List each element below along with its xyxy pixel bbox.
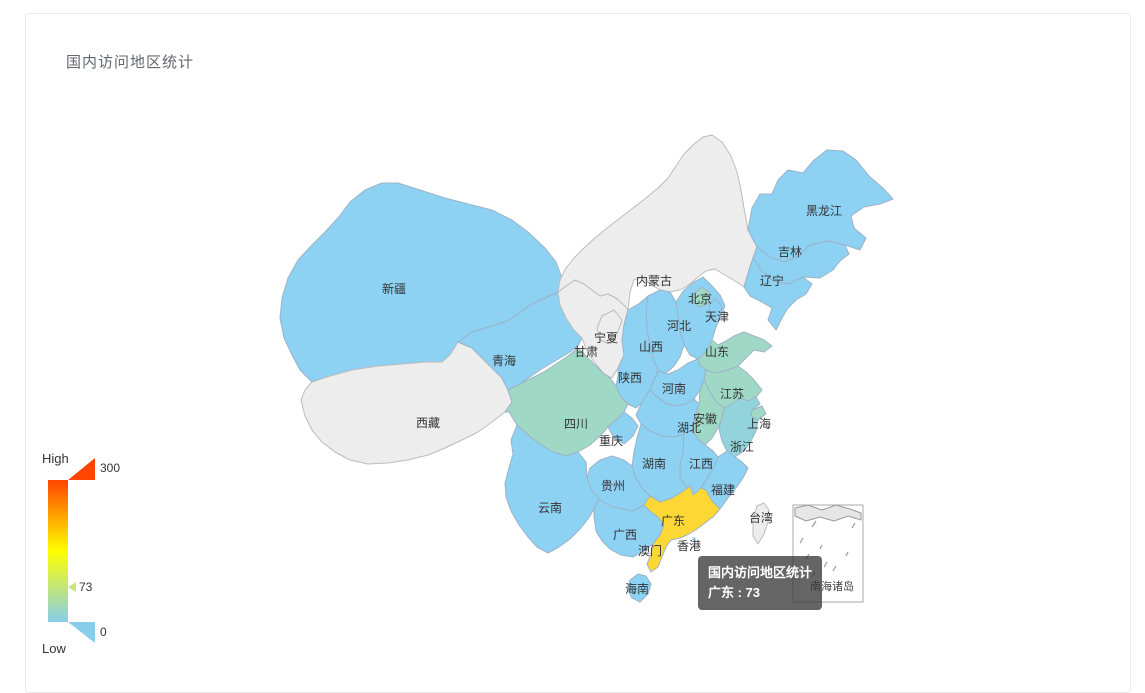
legend-value-indicator (68, 582, 76, 592)
province-tianjin[interactable] (708, 298, 723, 322)
china-map-canvas: 新疆 西藏 青海 甘肃 宁夏 内蒙古 黑龙江 吉林 辽宁 河北 北京 天津 山西… (42, 134, 894, 656)
province-qinghai[interactable] (457, 291, 583, 391)
map-regions (279, 134, 894, 603)
province-xizang[interactable] (300, 341, 513, 465)
province-neimenggu[interactable] (557, 134, 758, 311)
legend-current-value: 73 (79, 580, 93, 594)
macau-dot[interactable] (650, 540, 654, 544)
province-zhejiang[interactable] (718, 396, 761, 458)
legend-min-value: 0 (100, 625, 107, 639)
inset-coastline (794, 504, 862, 522)
hongkong-dot[interactable] (692, 537, 696, 541)
province-taiwan[interactable] (752, 502, 770, 545)
province-guangdong[interactable] (643, 485, 721, 573)
legend-gradient-bar[interactable] (48, 480, 68, 622)
province-beijing[interactable] (692, 286, 711, 308)
province-chongqing[interactable] (607, 411, 639, 445)
legend-min-handle[interactable] (68, 622, 95, 643)
legend-low-label: Low (42, 641, 66, 656)
inset-label: 南海诸岛 (810, 579, 854, 593)
province-fujian[interactable] (700, 450, 749, 510)
south-china-sea-inset: 南海诸岛 (792, 504, 864, 603)
province-liaoning[interactable] (743, 257, 813, 331)
legend-max-handle[interactable] (68, 458, 95, 480)
province-ningxia[interactable] (596, 309, 623, 345)
visual-map-legend: High 300 73 0 Low (42, 451, 120, 656)
legend-high-label: High (42, 451, 69, 466)
chart-title: 国内访问地区统计 (66, 54, 195, 71)
label-hongkong: 香港 (677, 539, 701, 553)
legend-max-value: 300 (100, 461, 120, 475)
province-hainan[interactable] (626, 573, 652, 603)
